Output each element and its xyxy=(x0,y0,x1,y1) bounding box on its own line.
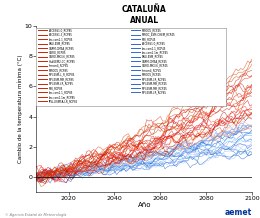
Y-axis label: Cambio de la temperatura mínima (°C): Cambio de la temperatura mínima (°C) xyxy=(18,55,23,163)
Text: aemet: aemet xyxy=(225,208,252,217)
Text: © Agencia Estatal de Meteorología: © Agencia Estatal de Meteorología xyxy=(5,213,67,217)
X-axis label: Año: Año xyxy=(138,202,151,208)
Title: CATALUÑA
ANUAL: CATALUÑA ANUAL xyxy=(122,5,167,25)
